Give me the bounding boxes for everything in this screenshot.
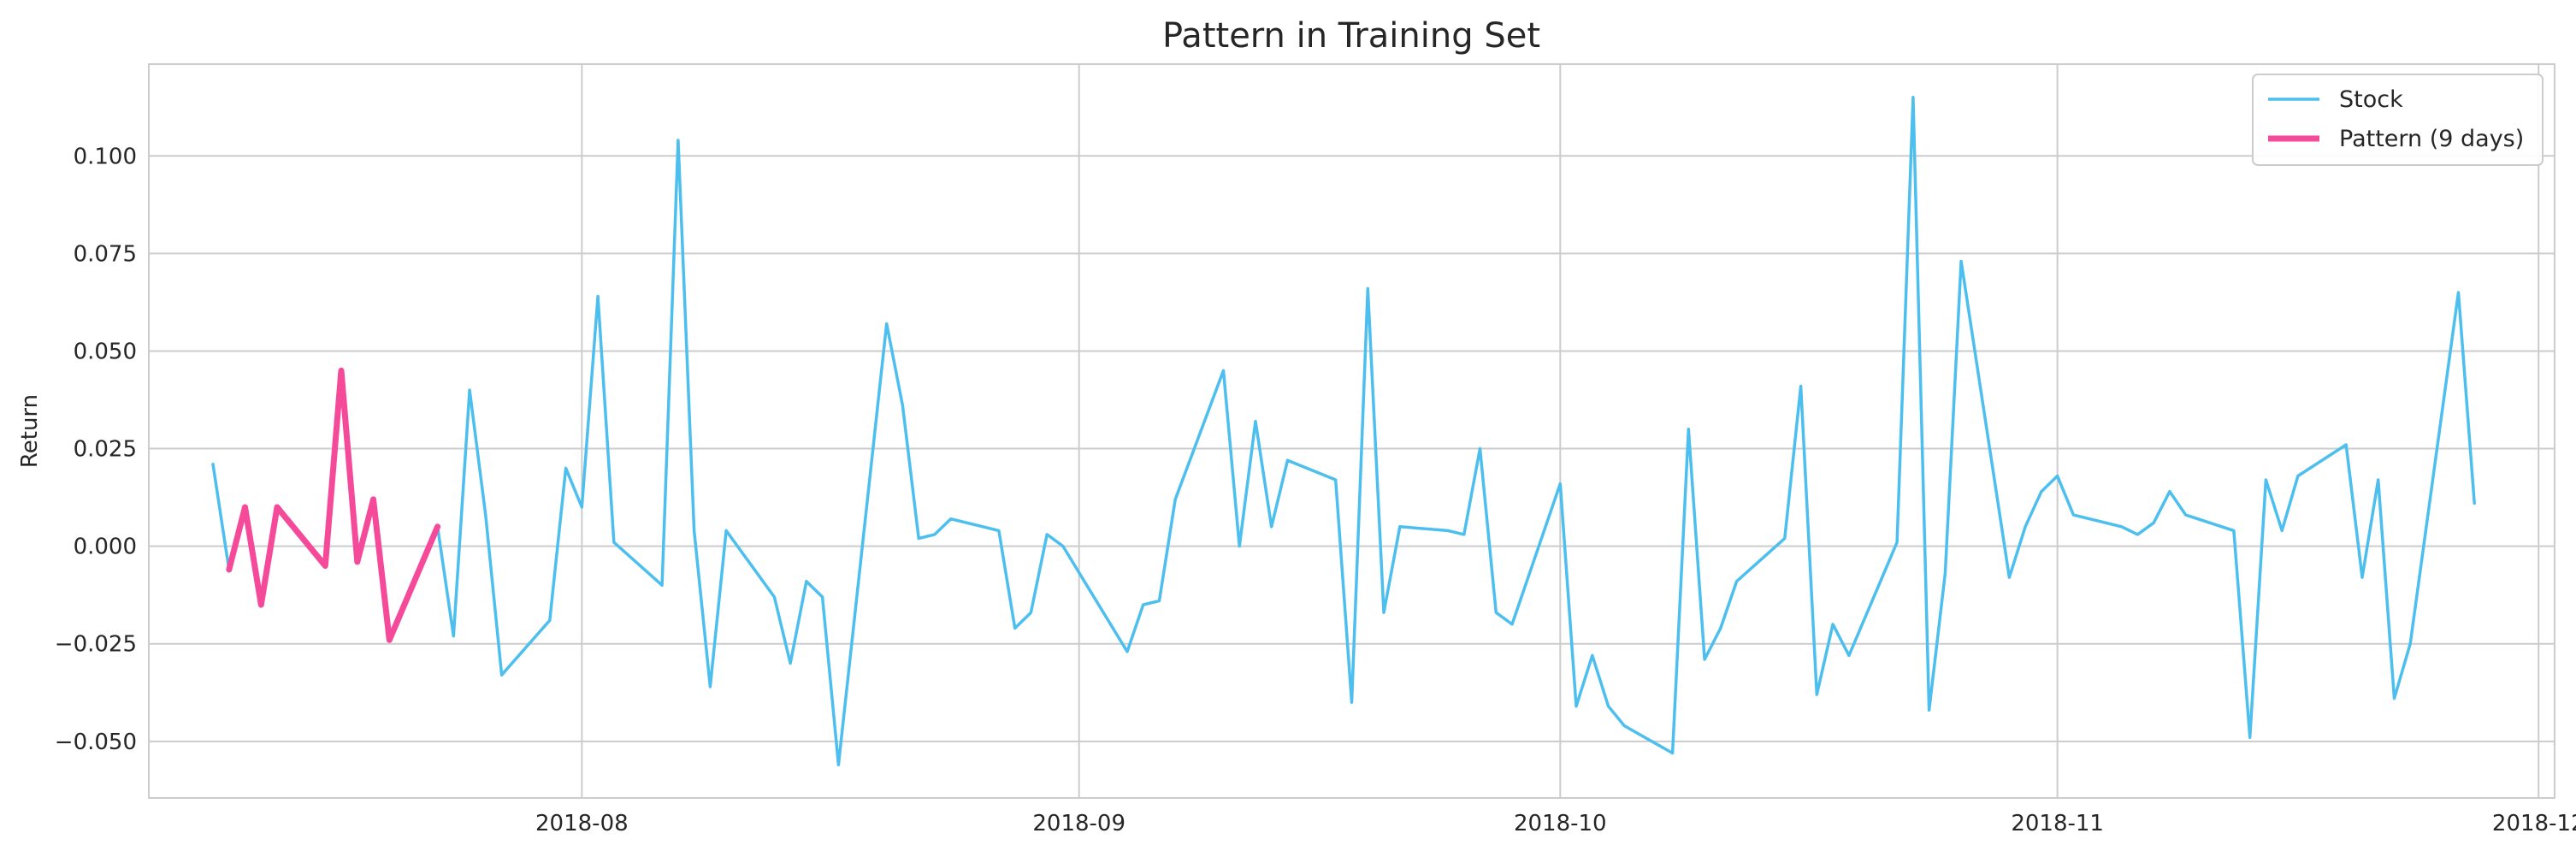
plot-frame [148,63,2555,799]
series-layer [211,96,2476,766]
y-tick-label: −0.025 [55,632,137,658]
x-tick-label: 2018-11 [2011,811,2104,836]
series-line-pattern [226,367,441,643]
x-tick-label: 2018-10 [1514,811,1607,836]
y-tick-label: 0.075 [74,241,137,267]
y-tick-label: −0.050 [55,730,137,755]
x-tick-label: 2018-09 [1032,811,1126,836]
series-line-stock [211,96,2476,766]
legend-label-pattern: Pattern (9 days) [2339,126,2524,152]
x-tick-label: 2018-12 [2492,811,2576,836]
x-tick-label: 2018-08 [535,811,629,836]
y-tick-label: 0.050 [74,339,137,364]
chart-title: Pattern in Training Set [1162,16,1540,56]
y-axis-label: Return [17,394,43,468]
y-tick-labels: −0.050 −0.025 0.000 0.025 0.050 0.075 0.100 [55,144,137,755]
legend-label-stock: Stock [2339,86,2403,113]
grid-layer [149,64,2555,798]
x-tick-labels: 2018-08 2018-09 2018-10 2018-11 2018-12 [535,811,2576,836]
legend: Stock Pattern (9 days) [2252,74,2544,166]
y-tick-label: 0.025 [74,437,137,463]
legend-box [2252,74,2544,166]
y-tick-label: 0.000 [74,535,137,560]
y-tick-label: 0.100 [74,144,137,169]
